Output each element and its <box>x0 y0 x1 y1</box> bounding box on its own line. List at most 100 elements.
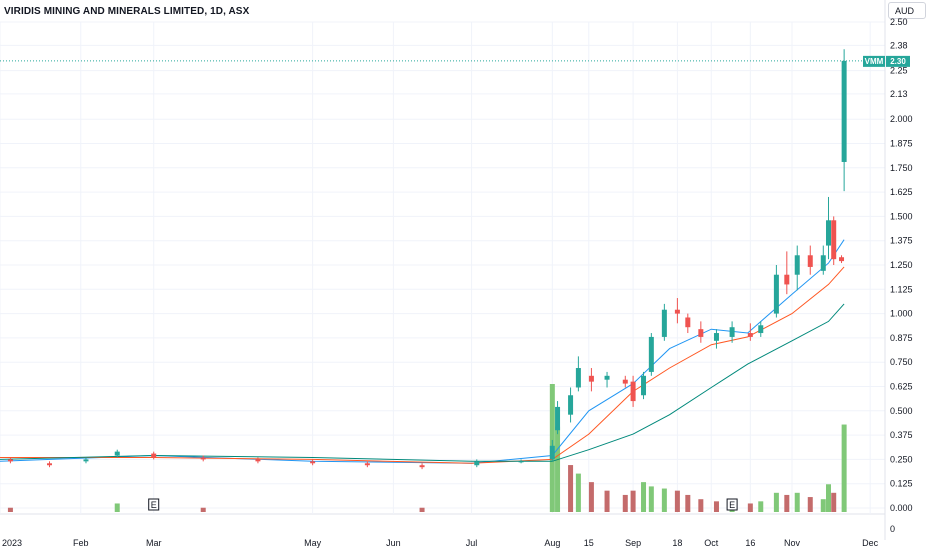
volume-bar <box>747 503 753 512</box>
moving-average-line <box>0 266 845 464</box>
candle-body <box>419 465 425 468</box>
ticker-tag-label: VMM <box>865 57 884 66</box>
volume-bar <box>604 490 610 512</box>
y-tick-label: 0.000 <box>890 503 913 513</box>
candle-body <box>758 325 764 334</box>
x-tick-label: Dec <box>862 538 879 548</box>
x-tick-label: 2023 <box>2 538 22 548</box>
ticker-tag <box>863 55 885 67</box>
candle-body <box>568 395 574 415</box>
price-tag <box>886 55 910 67</box>
volume-bar <box>7 507 13 512</box>
earnings-marker <box>148 498 160 511</box>
candle-body <box>200 457 206 460</box>
candle-body <box>839 257 845 262</box>
x-tick-label: 18 <box>672 538 682 548</box>
x-tick-label: Aug <box>544 538 560 548</box>
earnings-marker <box>726 498 738 511</box>
x-tick-label: Mar <box>146 538 162 548</box>
last-price-label: VMM 2.30 <box>0 55 910 67</box>
x-tick-label: Nov <box>784 538 801 548</box>
candle-body <box>630 381 636 402</box>
candle-body <box>784 274 790 285</box>
volume-bar <box>674 490 680 512</box>
x-tick-label: Oct <box>704 538 719 548</box>
candle-body <box>114 451 120 456</box>
candle-body <box>831 220 837 260</box>
candle-body <box>729 327 735 337</box>
volume-bar <box>784 494 790 512</box>
candle-body <box>47 463 53 466</box>
volume-bar <box>825 484 831 512</box>
candle-body <box>151 453 157 458</box>
candle-body <box>474 461 480 466</box>
y-tick-label: 2.13 <box>890 89 908 99</box>
candle-body <box>841 60 847 162</box>
volume-bar <box>685 494 691 512</box>
candle-body <box>685 317 691 328</box>
volume-bar <box>630 490 636 512</box>
volume-bar <box>568 465 574 512</box>
candle-body <box>794 255 800 275</box>
y-tick-label: 0.250 <box>890 454 913 464</box>
volume-bar <box>588 482 594 512</box>
candle-body <box>661 309 667 337</box>
volume-bar <box>758 501 764 512</box>
volume-bar <box>641 482 647 512</box>
x-tick-label: Jun <box>386 538 401 548</box>
price-tag-label: 2.30 <box>890 57 906 66</box>
y-tick-label: 0.125 <box>890 479 913 489</box>
moving-averages <box>0 239 845 464</box>
currency-button[interactable]: AUD <box>888 2 926 19</box>
earnings-marker-label: E <box>151 500 157 510</box>
volume-axis-label: 0 <box>890 524 895 534</box>
y-tick-label: 0.500 <box>890 406 913 416</box>
candle-body <box>549 445 555 460</box>
y-tick-label: 0.875 <box>890 333 913 343</box>
earnings-marker-label: E <box>729 500 735 510</box>
y-tick-label: 2.38 <box>890 40 908 50</box>
moving-average-line <box>0 303 845 462</box>
candle-body <box>622 379 628 384</box>
candle-body <box>773 274 779 314</box>
y-tick-label: 2.25 <box>890 66 908 76</box>
y-tick-label: 0.625 <box>890 382 913 392</box>
candle-body <box>820 255 826 271</box>
y-tick-label: 1.250 <box>890 260 913 270</box>
candle-body <box>825 220 831 246</box>
y-tick-label: 1.375 <box>890 236 913 246</box>
volume-bar <box>200 507 206 512</box>
candle-body <box>807 255 813 267</box>
candle-body <box>83 459 89 462</box>
candle-body <box>747 333 753 337</box>
volume-bar <box>419 507 425 512</box>
x-tick-label: Sep <box>625 538 641 548</box>
time-axis: 2023 Feb Mar May Jun Jul Aug 15 Sep 18 Oct 16 Nov Dec <box>2 538 879 548</box>
y-tick-label: 1.625 <box>890 187 913 197</box>
volume-bar <box>648 486 654 512</box>
candle-body <box>604 375 610 380</box>
candle-body <box>555 406 561 431</box>
candle-body <box>518 461 524 463</box>
volume-bar <box>794 492 800 512</box>
candle-body <box>7 459 13 462</box>
volume-bar <box>661 488 667 512</box>
candle-body <box>364 463 370 466</box>
volume-bar <box>575 473 581 512</box>
y-tick-label: 1.500 <box>890 211 913 221</box>
candle-body <box>674 309 680 314</box>
moving-average-line <box>0 239 845 464</box>
volume-bar <box>114 503 120 512</box>
x-tick-label: 15 <box>584 538 594 548</box>
x-tick-label: May <box>304 538 322 548</box>
chart-title: VIRIDIS MINING AND MINERALS LIMITED, 1D,… <box>4 6 250 17</box>
y-tick-label: 1.000 <box>890 309 913 319</box>
candle-body <box>310 461 316 464</box>
candle-body <box>575 368 581 388</box>
candle-body <box>641 375 647 396</box>
y-tick-label: 0.750 <box>890 357 913 367</box>
x-tick-label: 16 <box>745 538 755 548</box>
volume-bar <box>820 499 826 512</box>
